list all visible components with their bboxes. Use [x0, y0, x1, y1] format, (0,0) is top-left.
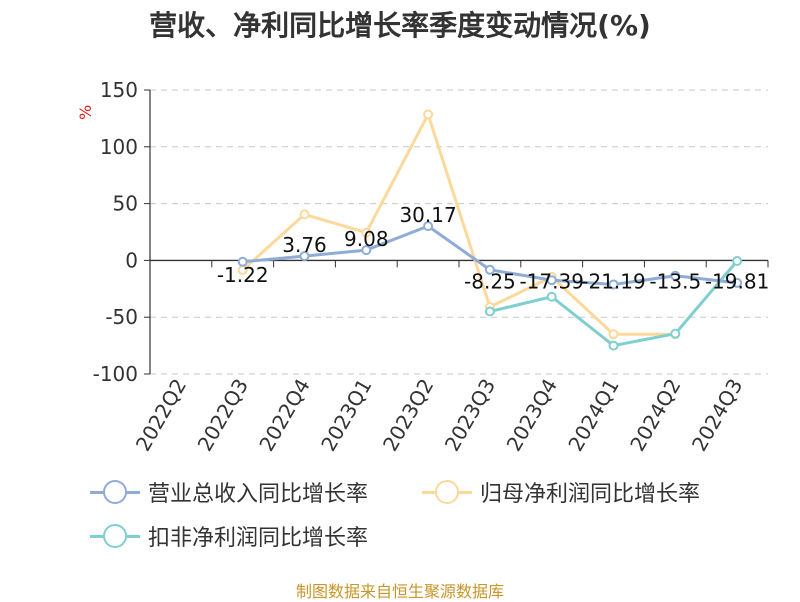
x-tick-label: 2024Q1 — [563, 375, 623, 456]
series-point[interactable] — [423, 221, 434, 232]
y-tick-label: 100 — [100, 135, 138, 159]
x-tick-label: 2022Q4 — [254, 375, 314, 456]
series-point[interactable] — [299, 209, 310, 220]
data-label: 30.17 — [399, 203, 456, 227]
y-tick-label: 50 — [113, 192, 138, 216]
series-lines — [237, 109, 743, 351]
legend-swatch-revenue — [90, 479, 140, 505]
series-point[interactable] — [546, 275, 557, 286]
legend-item-revenue[interactable]: 营业总收入同比增长率 — [90, 476, 368, 508]
x-tick-label: 2023Q3 — [440, 375, 500, 456]
legend-label-net-profit: 归母净利润同比增长率 — [480, 482, 701, 507]
x-tick-label: 2023Q2 — [378, 374, 438, 455]
data-label: -21.19 — [581, 269, 645, 293]
series-point[interactable] — [484, 306, 495, 317]
data-label: -8.25 — [464, 269, 516, 293]
data-label: -19.81 — [705, 269, 769, 293]
legend-label-deducted-profit: 扣非净利润同比增长率 — [148, 526, 369, 551]
series-point[interactable] — [608, 279, 619, 290]
legend: 营业总收入同比增长率 归母净利润同比增长率 扣非净利润同比增长率 — [0, 476, 800, 566]
x-tick-label: 2023Q1 — [316, 375, 376, 456]
x-tick-label: 2024Q3 — [687, 375, 747, 456]
data-label: -1.22 — [217, 263, 269, 287]
series-line — [241, 112, 676, 336]
series-point[interactable] — [361, 227, 372, 238]
data-label: -13.5 — [649, 269, 701, 293]
grid-lines — [150, 89, 768, 375]
chart-title: 营收、净利同比增长率季度变动情况(%) — [149, 9, 651, 42]
data-label: 3.76 — [282, 233, 327, 257]
series-point[interactable] — [670, 270, 681, 281]
series-point[interactable] — [608, 340, 619, 351]
x-tick-label: 2024Q2 — [625, 375, 685, 456]
y-tick-label: -50 — [105, 305, 138, 329]
legend-swatch-deducted-profit — [90, 523, 140, 549]
x-tick-label: 2023Q4 — [502, 375, 562, 456]
series-point[interactable] — [299, 251, 310, 262]
series-point[interactable] — [546, 291, 557, 302]
legend-item-net-profit[interactable]: 归母净利润同比增长率 — [422, 476, 700, 508]
series-point[interactable] — [732, 277, 743, 288]
data-labels: -1.22 3.76 9.08 30.17 -8.25 -17.39-21.19 -13.5… — [217, 203, 770, 293]
data-label: -17.39 — [519, 269, 583, 293]
series-point[interactable] — [484, 264, 495, 275]
series-point[interactable] — [237, 256, 248, 267]
y-tick-label: 0 — [125, 248, 138, 272]
source-footer: 制图数据来自恒生聚源数据库 — [295, 582, 504, 601]
series-point[interactable] — [732, 255, 743, 266]
legend-label-revenue: 营业总收入同比增长率 — [148, 482, 369, 507]
y-tick-label: 150 — [100, 78, 138, 102]
x-tick-label: 2022Q3 — [193, 375, 253, 456]
series-point[interactable] — [361, 245, 372, 256]
series-point[interactable] — [670, 328, 681, 339]
legend-swatch-net-profit — [422, 479, 472, 505]
series-point[interactable] — [608, 329, 619, 340]
x-tick-label: 2022Q2 — [131, 375, 191, 456]
series-point[interactable] — [423, 109, 434, 120]
data-label: 9.08 — [344, 227, 389, 251]
y-tick-label: -100 — [93, 362, 138, 386]
legend-item-deducted-profit[interactable]: 扣非净利润同比增长率 — [90, 520, 368, 552]
